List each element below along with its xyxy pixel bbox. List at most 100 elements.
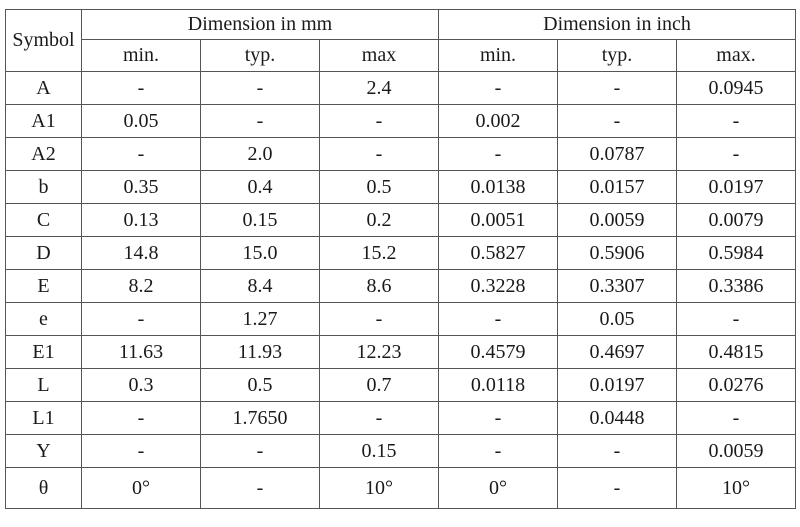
value-cell: 0.0059	[557, 203, 677, 237]
sub-header-mm-typ: typ.	[200, 39, 320, 72]
value-cell: -	[81, 137, 201, 171]
table-row: Y - -0.15- -0.0059	[5, 434, 797, 468]
sub-header-mm-max: max	[319, 39, 439, 72]
symbol-cell: b	[5, 170, 82, 204]
value-cell: -	[81, 302, 201, 336]
value-cell: -	[557, 104, 677, 138]
value-cell: -	[319, 401, 439, 435]
table-row: A - -2.4- -0.0945	[5, 71, 797, 105]
value-cell: 0.05	[81, 104, 201, 138]
value-cell: -	[200, 434, 320, 468]
value-cell: -	[557, 71, 677, 105]
value-cell: 0.0051	[438, 203, 558, 237]
symbol-cell: L1	[5, 401, 82, 435]
table-row: L1-1.7650- -0.0448-	[5, 401, 797, 435]
value-cell: 0.4815	[675, 335, 797, 369]
value-cell: 0.5984	[675, 236, 797, 270]
value-cell: -	[557, 467, 677, 509]
symbol-cell: D	[5, 236, 82, 270]
group-header-mm: Dimension in mm	[81, 9, 439, 40]
value-cell: -	[675, 302, 797, 336]
value-cell: 0.0787	[557, 137, 677, 171]
value-cell: 8.6	[319, 269, 439, 303]
value-cell: 8.2	[81, 269, 201, 303]
value-cell: 11.63	[81, 335, 201, 369]
value-cell: -	[200, 467, 320, 509]
value-cell: 0°	[81, 467, 201, 509]
value-cell: -	[438, 302, 558, 336]
value-cell: 0.0276	[675, 368, 797, 402]
value-cell: 0°	[438, 467, 558, 509]
value-cell: 14.8	[81, 236, 201, 270]
symbol-cell: E	[5, 269, 82, 303]
symbol-cell: E1	[5, 335, 82, 369]
value-cell: 15.0	[200, 236, 320, 270]
value-cell: 0.2	[319, 203, 439, 237]
value-cell: 0.0079	[675, 203, 797, 237]
value-cell: -	[319, 302, 439, 336]
value-cell: -	[319, 104, 439, 138]
dimension-table: Symbol Dimension in mm Dimension in inch…	[5, 9, 797, 509]
table-row: D 14.8 15.0 15.2 0.5827 0.5906 0.5984	[5, 236, 797, 270]
value-cell: 0.0197	[557, 368, 677, 402]
value-cell: -	[81, 434, 201, 468]
table-row: A1 0.05- -0.002- -	[5, 104, 797, 138]
table-row: E 8.2 8.4 8.6 0.3228 0.3307 0.3386	[5, 269, 797, 303]
value-cell: 0.3228	[438, 269, 558, 303]
value-cell: 1.27	[200, 302, 320, 336]
table-row: b 0.35 0.4 0.5 0.0138 0.0157 0.0197	[5, 170, 797, 204]
value-cell: -	[438, 137, 558, 171]
table-row: e -1.27- -0.05-	[5, 302, 797, 336]
value-cell: 0.0059	[675, 434, 797, 468]
symbol-cell: Y	[5, 434, 82, 468]
value-cell: 0.0157	[557, 170, 677, 204]
value-cell: -	[675, 401, 797, 435]
value-cell: 0.15	[200, 203, 320, 237]
value-cell: -	[438, 71, 558, 105]
value-cell: -	[81, 71, 201, 105]
value-cell: 1.7650	[200, 401, 320, 435]
value-cell: 0.0945	[675, 71, 797, 105]
value-cell: 8.4	[200, 269, 320, 303]
value-cell: 0.5906	[557, 236, 677, 270]
value-cell: 0.5	[319, 170, 439, 204]
symbol-cell: A2	[5, 137, 82, 171]
value-cell: 0.3386	[675, 269, 797, 303]
value-cell: -	[81, 401, 201, 435]
sub-header-inch-min: min.	[438, 39, 558, 72]
value-cell: 0.15	[319, 434, 439, 468]
value-cell: 2.4	[319, 71, 439, 105]
value-cell: 0.4697	[557, 335, 677, 369]
value-cell: 15.2	[319, 236, 439, 270]
value-cell: -	[438, 401, 558, 435]
value-cell: -	[557, 434, 677, 468]
value-cell: 0.4579	[438, 335, 558, 369]
symbol-cell: A	[5, 71, 82, 105]
value-cell: 0.0138	[438, 170, 558, 204]
value-cell: 0.0448	[557, 401, 677, 435]
value-cell: 0.4	[200, 170, 320, 204]
dimension-table-container: Symbol Dimension in mm Dimension in inch…	[5, 9, 797, 509]
sub-header-inch-max: max.	[675, 39, 797, 72]
table-row: A2-2.0- -0.0787-	[5, 137, 797, 171]
symbol-cell: e	[5, 302, 82, 336]
symbol-cell: L	[5, 368, 82, 402]
value-cell: 0.0118	[438, 368, 558, 402]
value-cell: 11.93	[200, 335, 320, 369]
sub-header-mm-min: min.	[81, 39, 201, 72]
value-cell: 0.5	[200, 368, 320, 402]
value-cell: 2.0	[200, 137, 320, 171]
value-cell: -	[675, 104, 797, 138]
value-cell: 0.3	[81, 368, 201, 402]
value-cell: -	[319, 137, 439, 171]
value-cell: 0.3307	[557, 269, 677, 303]
value-cell: 10°	[319, 467, 439, 509]
symbol-cell: C	[5, 203, 82, 237]
value-cell: -	[438, 434, 558, 468]
value-cell: 0.5827	[438, 236, 558, 270]
value-cell: -	[200, 71, 320, 105]
value-cell: 10°	[675, 467, 797, 509]
value-cell: -	[200, 104, 320, 138]
value-cell: 0.13	[81, 203, 201, 237]
symbol-header: Symbol	[5, 9, 82, 72]
